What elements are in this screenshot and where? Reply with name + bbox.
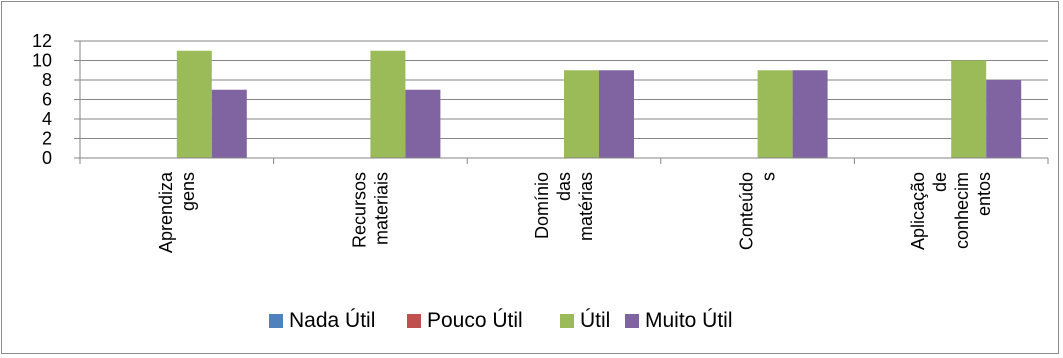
bar-muito-til-3 — [792, 70, 828, 158]
legend-label: Pouco Útil — [427, 309, 523, 332]
category-label: Conteúdo — [737, 172, 757, 250]
legend-swatch — [560, 314, 574, 328]
category-label: Aprendiza — [156, 171, 176, 253]
legend-swatch — [269, 314, 283, 328]
bar-muito-til-2 — [599, 70, 634, 158]
category-label: entos — [974, 172, 994, 216]
y-tick-label: 8 — [42, 70, 52, 90]
legend-label: Muito Útil — [645, 309, 733, 332]
y-tick-label: 12 — [32, 31, 52, 51]
y-tick-label: 0 — [42, 148, 52, 168]
legend-label: Útil — [580, 309, 610, 332]
bar--til-3 — [757, 70, 793, 158]
bar--til-2 — [564, 70, 599, 158]
bar--til-4 — [951, 60, 987, 158]
legend-swatch — [625, 314, 639, 328]
category-label: s — [759, 172, 779, 181]
category-label: materiais — [371, 172, 391, 245]
category-labels: Aprendiza gens Recursos materiais Domínio das… — [156, 171, 994, 253]
category-label: Domínio — [532, 172, 552, 239]
y-tick-label: 4 — [42, 109, 52, 129]
bar-muito-til-1 — [405, 89, 441, 158]
legend-label: Nada Útil — [289, 309, 375, 332]
category-label: Aplicação — [908, 172, 928, 250]
y-tick-label: 6 — [42, 90, 52, 110]
category-label: das — [554, 172, 574, 201]
y-tick-label: 2 — [42, 129, 52, 149]
bar--til-0 — [176, 50, 212, 158]
legend-swatch — [407, 314, 421, 328]
category-label: matérias — [576, 172, 596, 241]
bar-muito-til-0 — [211, 89, 247, 158]
y-tick-label: 10 — [32, 51, 52, 71]
bar--til-1 — [370, 50, 406, 158]
category-label: de — [930, 172, 950, 192]
category-label: conhecim — [952, 172, 972, 249]
legend: Nada Útil Pouco Útil Útil Muito Útil — [269, 309, 733, 332]
category-label: Recursos — [349, 172, 369, 248]
category-label: gens — [178, 172, 198, 211]
axes — [74, 40, 1049, 164]
bar-muito-til-4 — [986, 80, 1022, 158]
bars — [176, 50, 1022, 158]
